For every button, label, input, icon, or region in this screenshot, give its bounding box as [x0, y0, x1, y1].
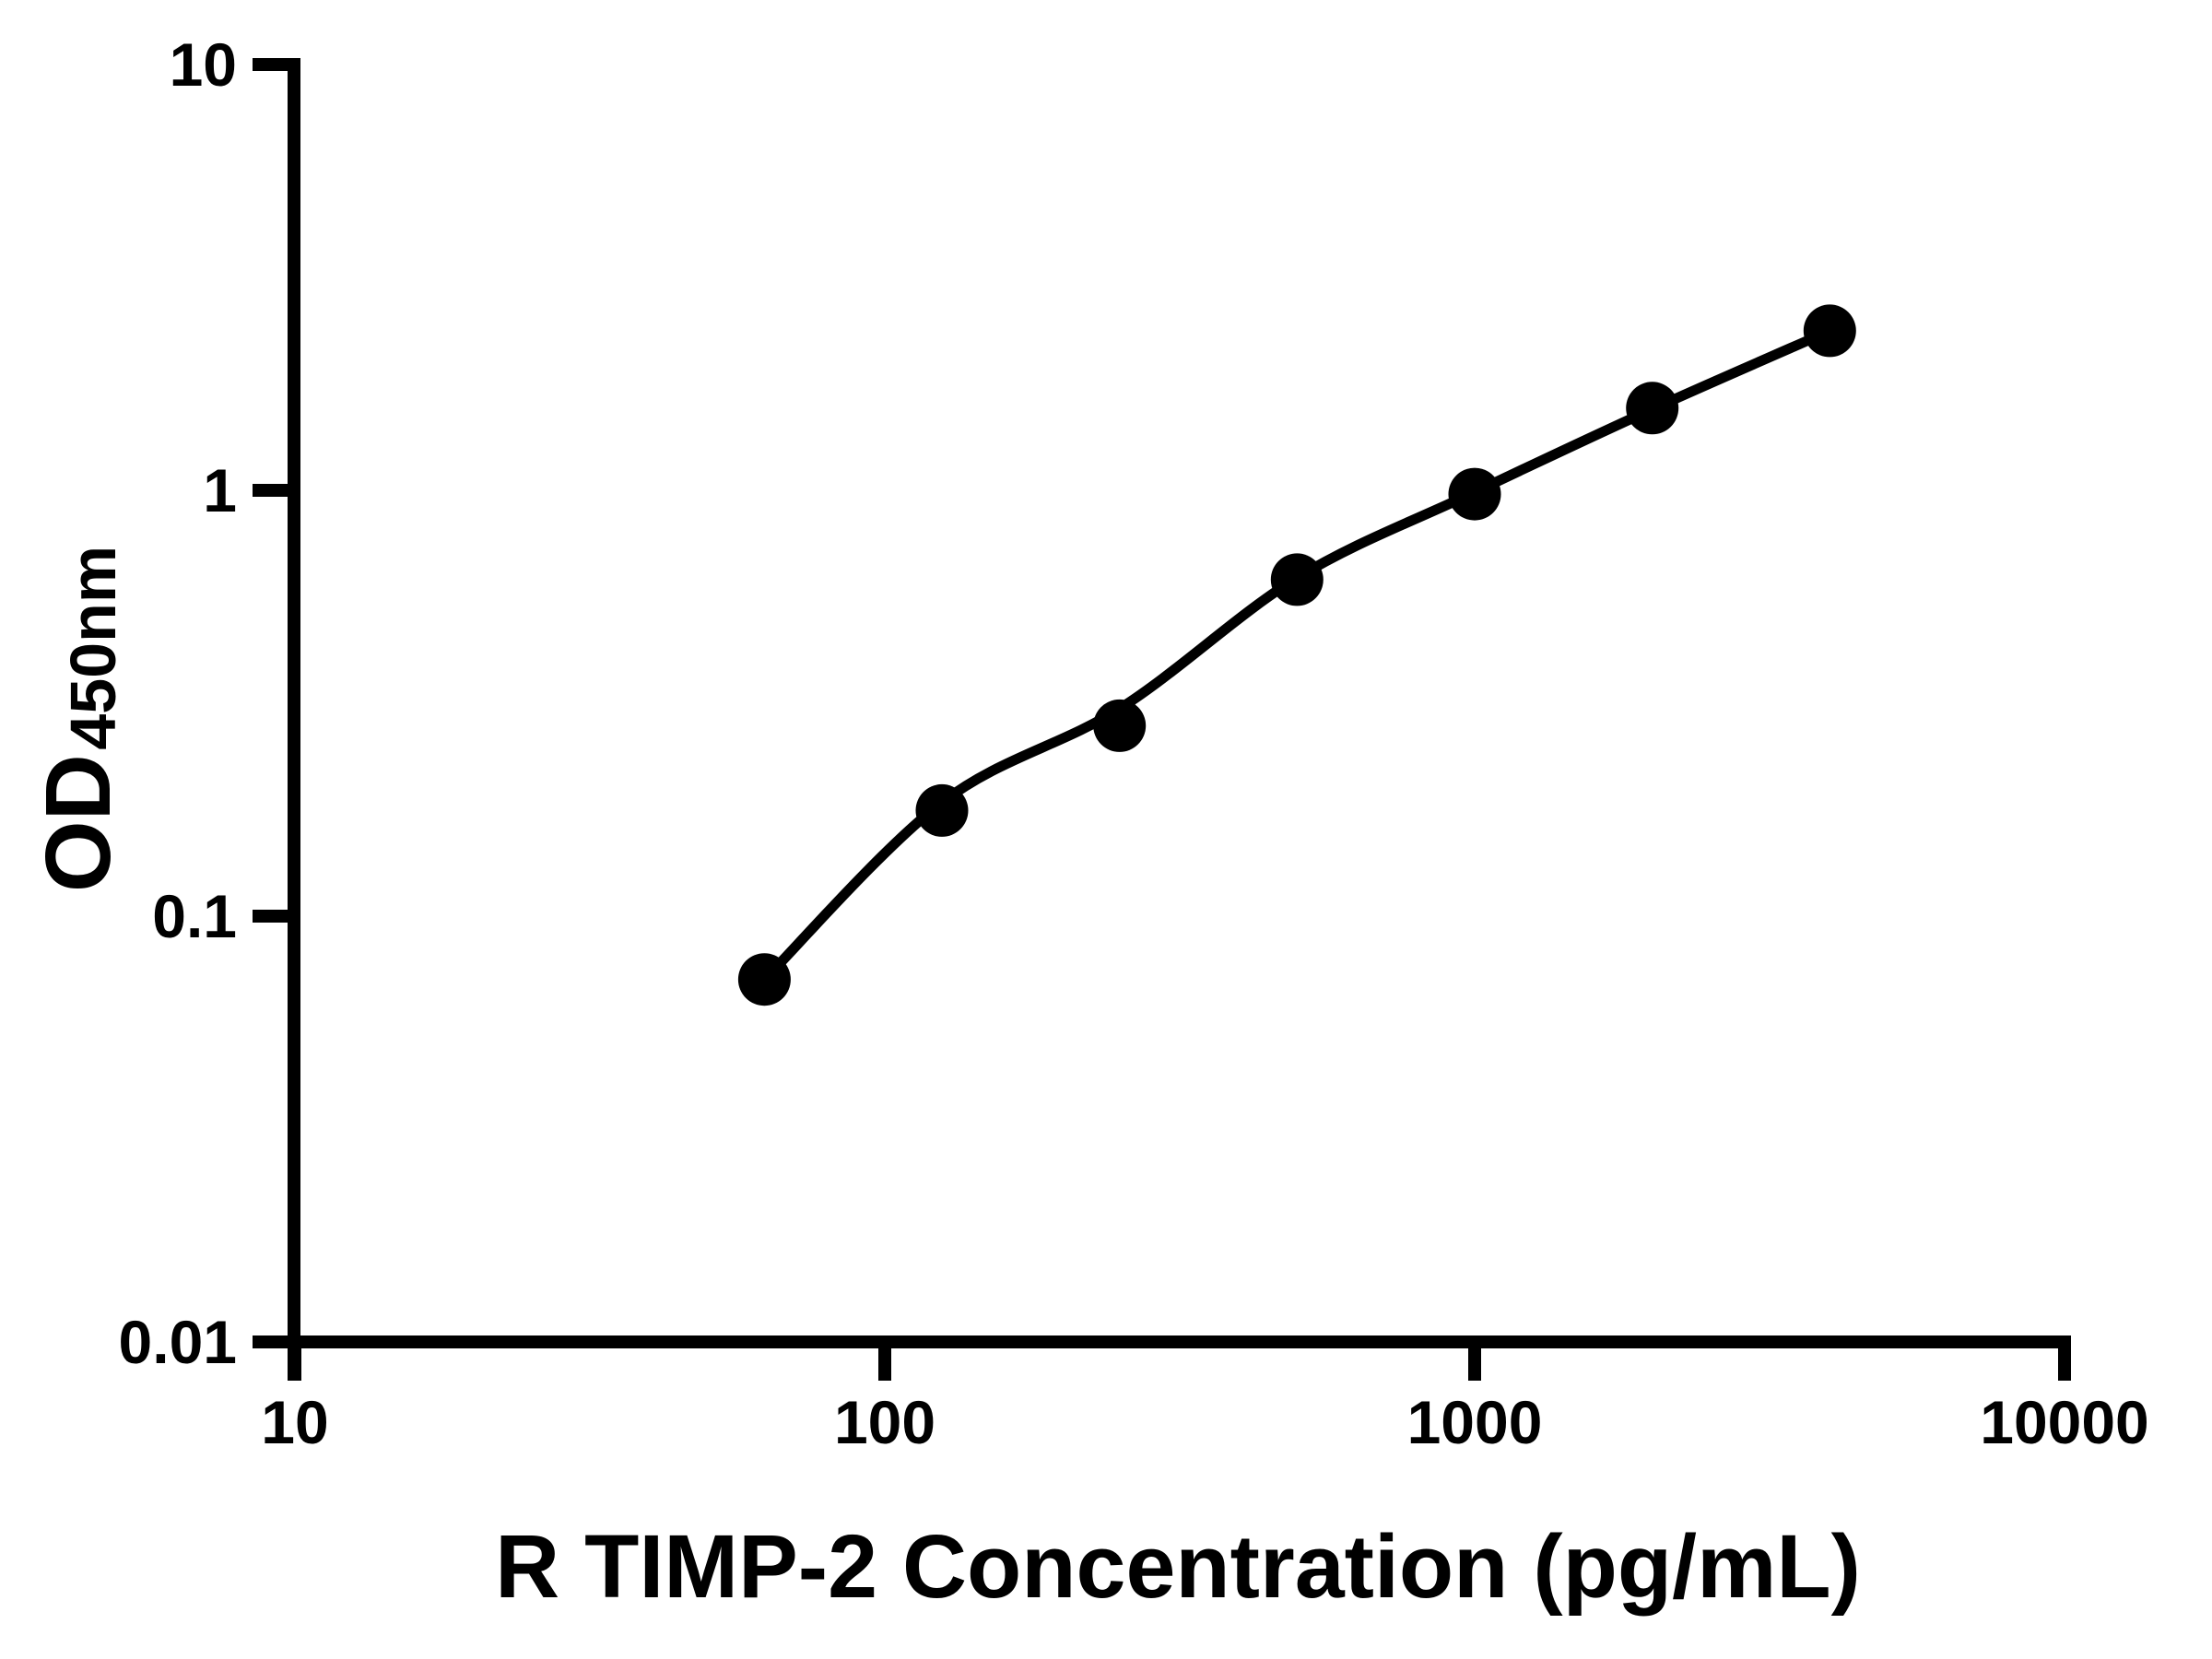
y-tick-label: 0.1 — [152, 882, 237, 950]
data-point — [1093, 699, 1147, 752]
data-points — [737, 304, 1856, 1006]
x-axis-ticks — [288, 1342, 2071, 1381]
x-axis-tick-labels: 10 100 1000 10000 — [261, 1388, 2148, 1456]
data-point — [1270, 553, 1324, 606]
y-axis-ticks — [253, 58, 294, 1348]
data-point — [1803, 304, 1856, 358]
y-tick-label: 1 — [203, 456, 237, 524]
x-tick-label: 1000 — [1407, 1388, 1543, 1456]
y-axis-title-subscript: 450nm — [57, 546, 129, 750]
y-axis-tick-labels: 10 1 0.1 0.01 — [119, 30, 237, 1376]
y-axis-title: OD 450nm — [27, 546, 130, 892]
x-tick-label: 100 — [834, 1388, 935, 1456]
y-axis-title-main: OD — [27, 754, 130, 892]
x-tick-label: 10 — [261, 1388, 328, 1456]
x-axis-title: R TIMP-2 Concentration (pg/mL) — [495, 1516, 1861, 1617]
x-tick-label: 10000 — [1980, 1388, 2149, 1456]
fit-curve-line — [759, 325, 1835, 985]
axes — [253, 58, 2071, 1381]
y-tick-label: 0.01 — [119, 1308, 237, 1376]
data-point — [915, 783, 969, 837]
data-point — [1626, 382, 1679, 435]
data-point — [737, 953, 791, 1006]
y-tick-label: 10 — [170, 30, 237, 99]
data-point — [1448, 467, 1501, 521]
